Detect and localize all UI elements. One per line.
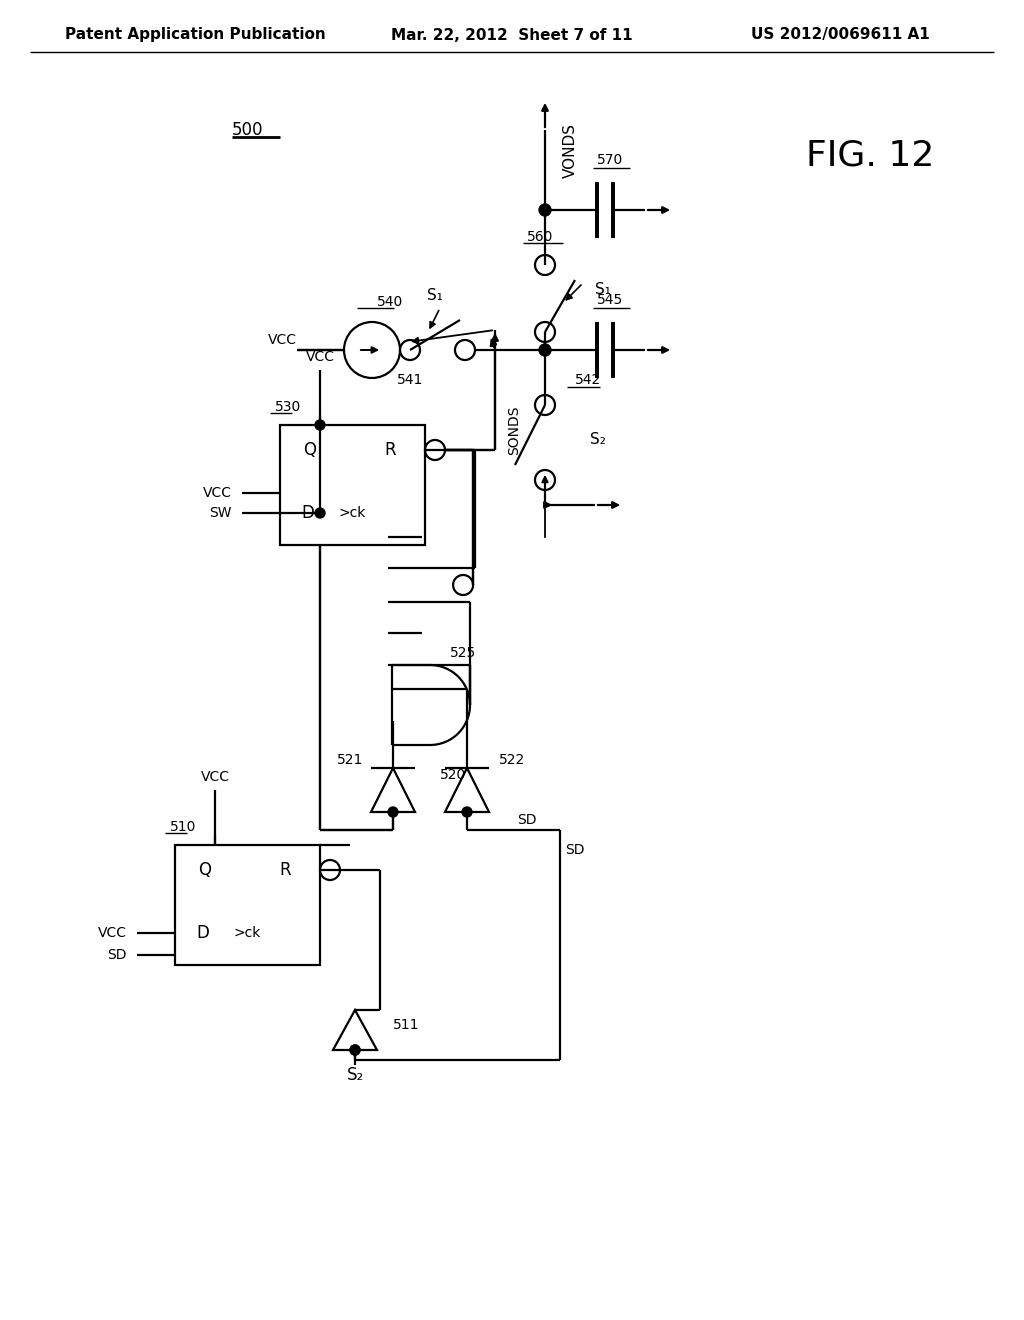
Text: 511: 511 xyxy=(393,1018,420,1032)
Text: Patent Application Publication: Patent Application Publication xyxy=(65,28,326,42)
Text: 520: 520 xyxy=(440,768,466,781)
Text: 521: 521 xyxy=(337,752,362,767)
Text: 530: 530 xyxy=(275,400,301,414)
Text: D: D xyxy=(197,924,210,942)
Circle shape xyxy=(350,1045,360,1055)
Text: US 2012/0069611 A1: US 2012/0069611 A1 xyxy=(751,28,930,42)
Text: >ck: >ck xyxy=(233,927,261,940)
Text: 500: 500 xyxy=(232,121,263,139)
Text: Q: Q xyxy=(199,861,212,879)
Text: SW: SW xyxy=(210,506,232,520)
Text: S₂: S₂ xyxy=(590,433,606,447)
Circle shape xyxy=(315,420,325,430)
Text: FIG. 12: FIG. 12 xyxy=(806,139,934,172)
Text: VCC: VCC xyxy=(305,350,335,364)
Text: S₁: S₁ xyxy=(595,282,611,297)
Text: R: R xyxy=(280,861,291,879)
Text: VCC: VCC xyxy=(203,486,232,500)
Text: 570: 570 xyxy=(597,153,624,168)
Text: Q: Q xyxy=(303,441,316,459)
Text: Mar. 22, 2012  Sheet 7 of 11: Mar. 22, 2012 Sheet 7 of 11 xyxy=(391,28,633,42)
Text: VCC: VCC xyxy=(98,927,127,940)
Text: 560: 560 xyxy=(526,230,553,244)
Text: 540: 540 xyxy=(377,294,403,309)
Text: S₂: S₂ xyxy=(346,1067,364,1084)
Text: SONDS: SONDS xyxy=(507,405,521,455)
Text: D: D xyxy=(301,504,314,521)
Text: SD: SD xyxy=(517,813,537,828)
Text: SD: SD xyxy=(108,948,127,962)
Bar xyxy=(175,845,319,965)
Bar xyxy=(280,425,425,545)
Text: VONDS: VONDS xyxy=(563,123,578,177)
Text: 542: 542 xyxy=(575,374,601,387)
Circle shape xyxy=(350,1045,360,1055)
Text: 510: 510 xyxy=(170,820,197,834)
Text: >ck: >ck xyxy=(338,506,366,520)
Text: SD: SD xyxy=(565,843,585,857)
Text: 522: 522 xyxy=(499,752,525,767)
Circle shape xyxy=(539,205,551,216)
Text: 545: 545 xyxy=(597,293,624,308)
Text: VCC: VCC xyxy=(201,770,229,784)
Text: S₁: S₁ xyxy=(427,288,443,302)
Circle shape xyxy=(462,807,472,817)
Text: R: R xyxy=(384,441,396,459)
Text: 525: 525 xyxy=(450,645,476,660)
Circle shape xyxy=(539,345,551,356)
Text: VCC: VCC xyxy=(268,333,297,347)
Text: 541: 541 xyxy=(397,374,423,387)
Circle shape xyxy=(315,508,325,517)
Circle shape xyxy=(388,807,398,817)
